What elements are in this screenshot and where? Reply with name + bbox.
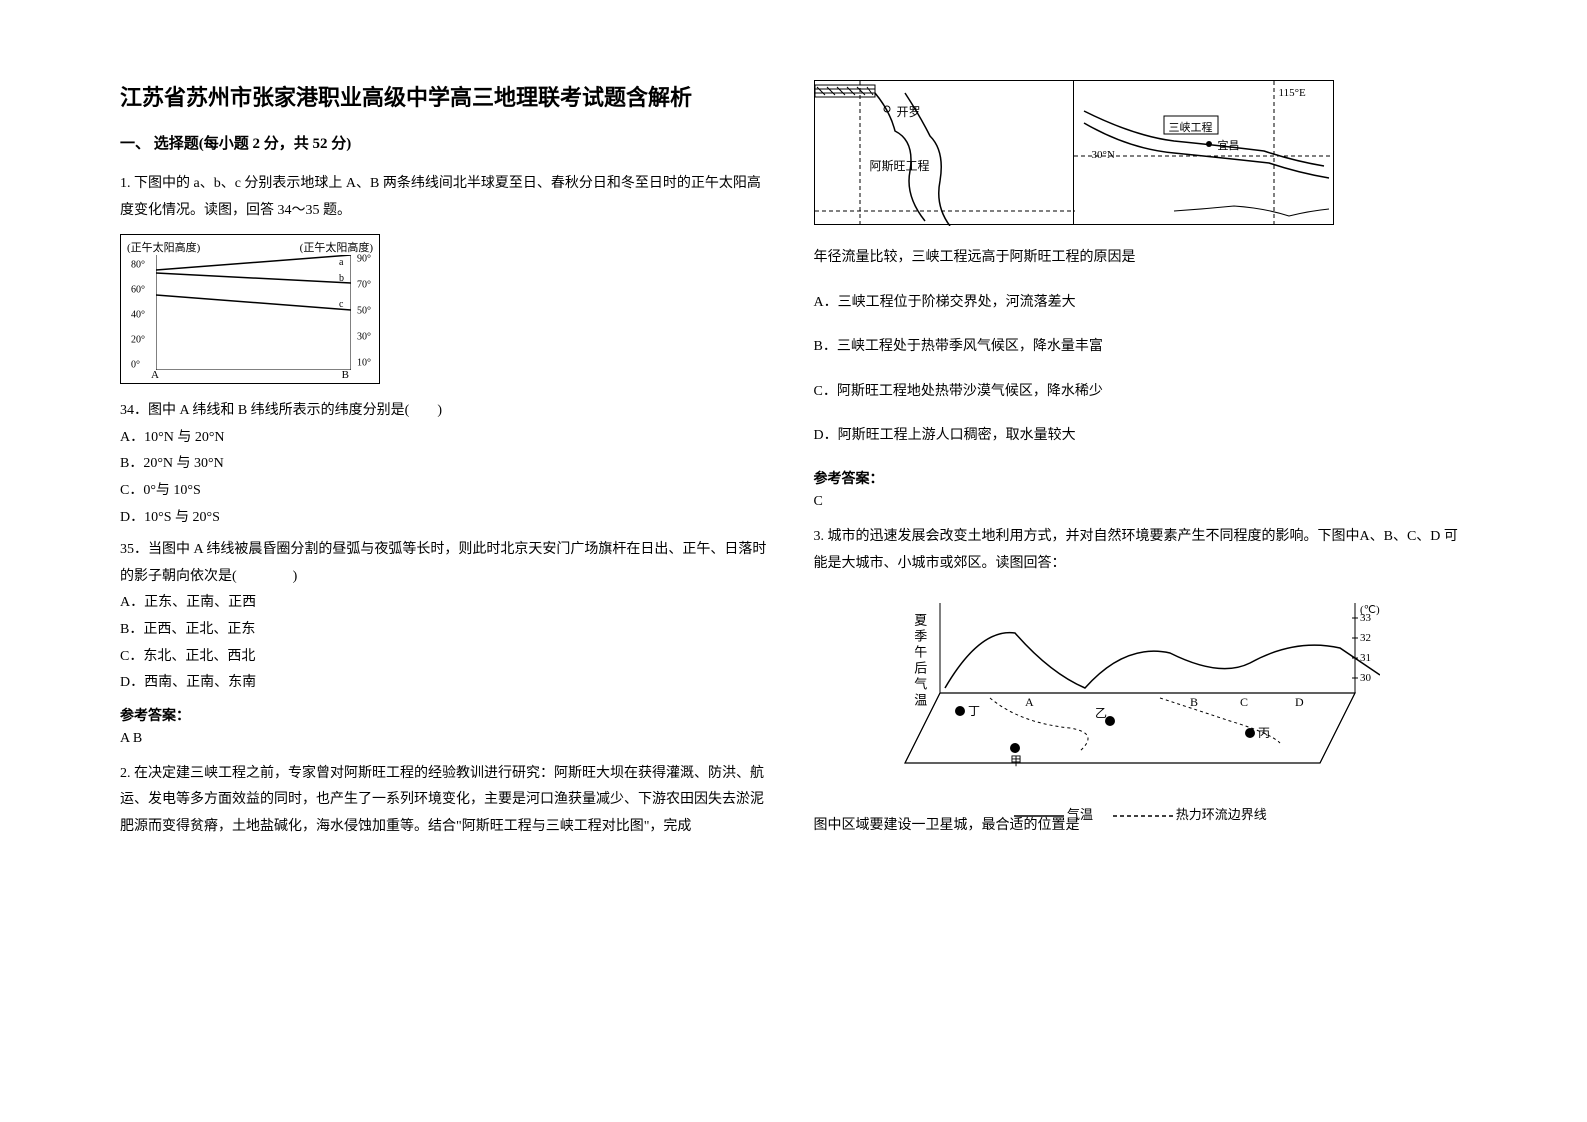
rtick-2: 50° <box>357 306 371 317</box>
map-lon: 115°E <box>1279 87 1306 99</box>
q1-stem: 1. 下图中的 a、b、c 分别表示地球上 A、B 两条纬线间北半球夏至日、春秋… <box>120 171 774 224</box>
q1-34-B: B．20°N 与 30°N <box>120 451 774 478</box>
q1-answer-label: 参考答案： <box>120 705 774 725</box>
line-a <box>156 255 351 270</box>
q1-answer: A B <box>120 731 774 747</box>
q1-35-A: A．正东、正南、正西 <box>120 590 774 617</box>
chart-plot-area: a b c <box>156 255 351 370</box>
line-c <box>156 295 351 310</box>
q2-answer: C <box>814 494 1468 510</box>
ltick-0: 80° <box>131 260 145 271</box>
q1-35-B: B．正西、正北、正东 <box>120 617 774 644</box>
marker-B: B <box>1190 695 1198 709</box>
q2-B: B．三峡工程处于热带季风气候区，降水量丰富 <box>814 334 1468 361</box>
line-b <box>156 273 351 283</box>
map-right: 三峡工程 宜昌 30°N 115°E <box>1074 81 1333 224</box>
chart-left-title: (正午太阳高度) <box>127 239 200 255</box>
left-column: 江苏省苏州市张家港职业高级中学高三地理联考试题含解析 一、 选择题(每小题 2 … <box>100 80 794 1082</box>
temp-legend: 气温 热力环流边界线 <box>900 804 1380 823</box>
q1-35-D: D．西南、正南、东南 <box>120 670 774 697</box>
legend-boundary: 热力环流边界线 <box>1176 807 1267 822</box>
rtick-1: 70° <box>357 280 371 291</box>
map-left: 开罗 阿斯旺工程 <box>815 81 1074 224</box>
ytick-32: 32 <box>1360 632 1371 644</box>
q2-A: A．三峡工程位于阶梯交界处，河流落差大 <box>814 290 1468 317</box>
q1-sub34: 34．图中 A 纬线和 B 纬线所表示的纬度分别是( ) <box>120 398 774 425</box>
temp-curve <box>945 633 1380 688</box>
line-a-label: a <box>339 257 344 268</box>
q2-sub: 年径流量比较，三峡工程远高于阿斯旺工程的原因是 <box>814 245 1468 272</box>
marker-ding: 丁 <box>968 704 980 718</box>
q2-C: C．阿斯旺工程地处热带沙漠气候区，降水稀少 <box>814 379 1468 406</box>
q2-answer-label: 参考答案： <box>814 468 1468 488</box>
rtick-4: 10° <box>357 358 371 369</box>
rtick-0: 90° <box>357 254 371 265</box>
q3-temp-chart: (℃) 33 32 31 30 丁 A 乙 B C D 丙 甲 <box>900 593 1380 793</box>
q1-34-D: D．10°S 与 20°S <box>120 505 774 532</box>
rtick-3: 30° <box>357 332 371 343</box>
q2-map: 开罗 阿斯旺工程 三峡工程 宜昌 30°N 115°E <box>814 80 1334 225</box>
ytick-33: 33 <box>1360 612 1372 624</box>
q1-34-C: C．0°与 10°S <box>120 478 774 505</box>
map-sanxia: 三峡工程 <box>1169 119 1213 135</box>
q1-35-C: C．东北、正北、西北 <box>120 644 774 671</box>
x-label-B: B <box>342 369 349 381</box>
map-lat: 30°N <box>1092 149 1115 161</box>
right-column: 开罗 阿斯旺工程 三峡工程 宜昌 30°N 115°E 年径流量比较，三峡工程远… <box>794 80 1488 1082</box>
map-yichang: 宜昌 <box>1218 137 1240 153</box>
x-label-A: A <box>151 369 159 381</box>
map-kairo: 开罗 <box>897 103 921 120</box>
ytick-30: 30 <box>1360 672 1372 684</box>
q2-D: D．阿斯旺工程上游人口稠密，取水量较大 <box>814 423 1468 450</box>
marker-C: C <box>1240 695 1248 709</box>
marker-jia: 甲 <box>1010 754 1022 768</box>
q1-34-A: A．10°N 与 20°N <box>120 425 774 452</box>
q3-stem: 3. 城市的迅速发展会改变土地利用方式，并对自然环境要素产生不同程度的影响。下图… <box>814 524 1468 577</box>
page-title: 江苏省苏州市张家港职业高级中学高三地理联考试题含解析 <box>120 80 774 112</box>
ltick-4: 0° <box>131 360 140 371</box>
temp-chart-svg: (℃) 33 32 31 30 丁 A 乙 B C D 丙 甲 <box>900 593 1380 793</box>
ltick-3: 20° <box>131 335 145 346</box>
marker-A: A <box>1025 695 1034 709</box>
map-left-svg <box>815 81 1075 226</box>
line-c-label: c <box>339 299 344 310</box>
chart-lines-svg: a b c <box>156 255 351 370</box>
q1-sub35: 35．当图中 A 纬线被晨昏圈分割的昼弧与夜弧等长时，则此时北京天安门广场旗杆在… <box>120 537 774 590</box>
q2-stem: 2. 在决定建三峡工程之前，专家曾对阿斯旺工程的经验教训进行研究：阿斯旺大坝在获… <box>120 761 774 841</box>
marker-yi: 乙 <box>1095 706 1107 720</box>
section-1-header: 一、 选择题(每小题 2 分，共 52 分) <box>120 132 774 153</box>
line-b-label: b <box>339 273 344 284</box>
marker-D: D <box>1295 695 1304 709</box>
map-aswan: 阿斯旺工程 <box>870 157 930 174</box>
temp-ylabel: 夏季午后气温 <box>910 613 929 709</box>
legend-temp: 气温 <box>1067 807 1093 822</box>
ltick-1: 60° <box>131 285 145 296</box>
ltick-2: 40° <box>131 310 145 321</box>
q1-chart: (正午太阳高度) (正午太阳高度) 80° 60° 40° 20° 0° 90°… <box>120 234 380 384</box>
